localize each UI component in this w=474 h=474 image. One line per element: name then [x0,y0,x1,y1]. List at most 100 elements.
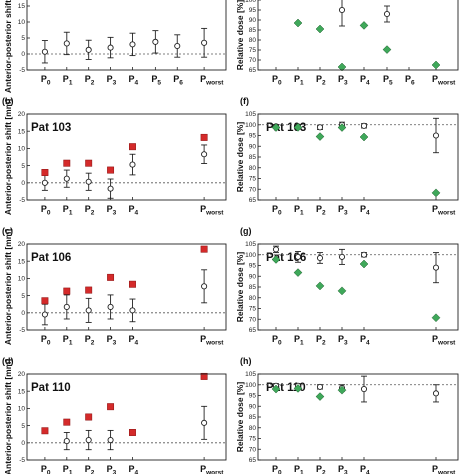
category-subscript: 0 [47,80,51,87]
x-category-label: P4 [128,204,138,217]
y-tick-label: 90 [249,17,257,24]
category-base: P [338,334,344,344]
y-axis-label: Anterior-posterior shift [mm] [3,0,13,93]
category-base: P [294,464,300,474]
y-tick-label: 80 [249,425,257,432]
dose-point [431,60,441,70]
category-subscript: 2 [91,340,95,347]
y-tick-label: 20 [18,111,26,118]
panel-label: (g) [240,226,252,236]
mean-point [41,179,48,186]
x-category-label: P4 [360,334,370,347]
x-category-label: P1 [294,74,304,87]
plot-frame [26,243,227,331]
y-tick-label: 70 [249,186,257,193]
dose-point [293,18,303,28]
y-axis-label: Anterior-posterior shift [mm] [3,359,13,474]
category-subscript: 1 [69,80,73,87]
y-tick-label: 15 [18,128,26,135]
plot-frame [26,113,227,201]
category-subscript: 1 [300,210,304,217]
x-category-label: P2 [316,74,326,87]
category-subscript: 3 [113,470,117,474]
category-base: P [316,464,322,474]
mean-point [338,253,346,260]
chart-panel-2: (c) Pat 106 Anterior-posterior shift [mm] -… [2,226,227,347]
category-base: P [272,334,278,344]
x-category-label: Pworst [432,464,456,474]
category-base: P [85,464,91,474]
x-category-label: P4 [128,464,138,474]
x-category-label: P3 [107,204,117,217]
category-base: P [200,204,206,214]
y-tick-label: 5 [21,293,25,300]
worst-shift-point [63,159,71,167]
x-category-label: P3 [107,74,117,87]
category-subscript: 2 [91,80,95,87]
y-tick-label: 10 [18,276,26,283]
y-tick-label: 95 [249,7,257,14]
category-subscript: 4 [366,210,370,217]
mean-point [107,303,114,311]
category-base: P [360,334,366,344]
worst-shift-point [129,143,136,151]
plot-frame [257,373,459,461]
x-category-label: P4 [360,74,370,87]
mean-point [85,46,92,53]
y-tick-label: 70 [249,316,257,323]
dose-point [431,188,441,198]
category-subscript: 0 [47,340,51,347]
dose-point [293,384,303,393]
y-tick-label: 65 [249,67,257,74]
category-subscript: worst [437,470,456,474]
y-tick-label: 10 [18,406,26,413]
category-subscript: 2 [91,470,95,474]
y-tick-label: 5 [21,35,25,42]
category-subscript: 3 [113,210,117,217]
x-category-label: P3 [338,334,348,347]
x-category-label: P4 [360,464,370,474]
mean-point [107,185,114,192]
worst-shift-point [63,418,71,426]
y-tick-label: 70 [249,57,257,64]
category-base: P [41,464,47,474]
x-category-label: Pworst [432,204,456,217]
category-subscript: worst [437,80,456,87]
y-tick-label: 100 [245,382,256,389]
worst-shift-point [85,413,93,421]
x-category-label: P2 [85,204,95,217]
x-category-label: P2 [316,204,326,217]
worst-shift-point [85,159,93,167]
category-base: P [432,204,438,214]
category-subscript: 0 [278,80,282,87]
chart-panel-1: (b) Pat 103 Anterior-posterior shift [mm] -… [2,96,227,217]
dose-point [359,132,369,142]
mean-point [107,436,114,444]
category-base: P [316,74,322,84]
category-subscript: 2 [322,80,326,87]
x-category-label: Pworst [432,74,456,87]
panel-label: (f) [240,96,249,106]
x-category-label: P1 [63,334,73,347]
y-axis-label: Relative dose [%] [235,122,245,193]
y-tick-label: 65 [249,197,257,204]
worst-shift-point [41,169,49,176]
plot-frame [26,373,227,461]
category-base: P [63,204,69,214]
category-base: P [294,334,300,344]
mean-point [152,38,159,45]
y-tick-label: -5 [19,67,25,74]
dose-point [315,132,325,141]
category-subscript: 2 [322,210,326,217]
worst-shift-point [107,273,115,281]
category-subscript: 4 [134,80,138,87]
category-subscript: worst [205,210,224,217]
category-base: P [107,204,113,214]
y-tick-label: 70 [249,446,257,453]
x-category-label: P1 [63,204,73,217]
worst-shift-point [200,133,208,141]
x-category-label: P0 [41,74,51,87]
dose-point [315,24,325,34]
x-category-label: P4 [128,334,138,347]
mean-point [63,303,70,311]
